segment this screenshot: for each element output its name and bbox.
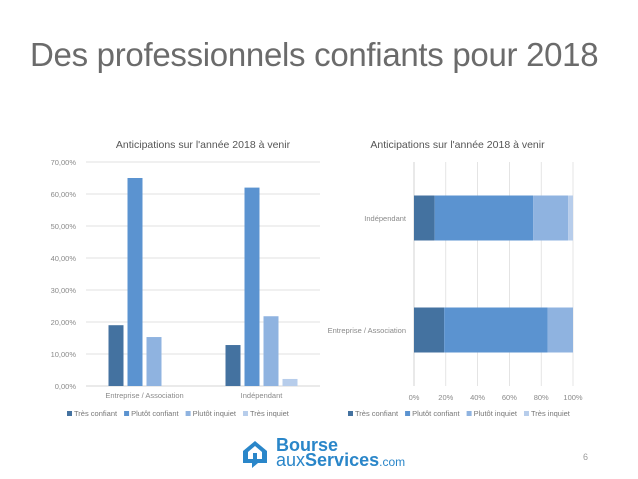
chart1-bar	[108, 325, 124, 386]
chart1-bar	[244, 187, 260, 386]
logo-line1: Bourse	[276, 435, 339, 455]
chart2-legend-swatch	[405, 411, 411, 416]
chart1-legend-label: Plutôt confiant	[131, 409, 179, 418]
logo-bold: Services	[305, 450, 380, 470]
chart2-y-tick: Indépendant	[364, 214, 407, 223]
chart2-legend-label: Plutôt inquiet	[474, 409, 518, 418]
bourse-aux-services-logo: Bourse auxServices.com	[240, 436, 405, 472]
chart1-x-tick: Indépendant	[241, 391, 284, 400]
chart2-legend-label: Très confiant	[355, 409, 399, 418]
chart2-x-tick: 100%	[563, 393, 583, 402]
chart2-x-tick: 0%	[409, 393, 420, 402]
chart1-legend-swatch	[124, 411, 130, 416]
chart2-y-tick: Entreprise / Association	[328, 326, 406, 335]
chart2-bar-segment	[444, 307, 548, 353]
chart1-legend-label: Très inquiet	[250, 409, 290, 418]
chart2-bar-segment	[434, 195, 534, 241]
house-chat-icon	[243, 441, 267, 468]
chart2-legend-label: Plutôt confiant	[412, 409, 460, 418]
logo-suffix: .com	[379, 455, 406, 469]
chart2-legend-swatch	[348, 411, 353, 416]
chart1-y-tick: 0,00%	[55, 382, 77, 391]
chart1-y-tick: 20,00%	[51, 318, 77, 327]
chart2-legend-swatch	[466, 411, 472, 416]
chart1-y-tick: 50,00%	[51, 222, 77, 231]
chart1-bar	[263, 316, 279, 386]
chart1-y-tick: 70,00%	[51, 158, 77, 167]
chart1-legend-swatch	[67, 411, 72, 416]
slide-title: Des professionnels confiants pour 2018	[30, 36, 599, 73]
chart1-y-tick: 40,00%	[51, 254, 77, 263]
logo-prefix: aux	[276, 450, 306, 470]
chart1-title: Anticipations sur l'année 2018 à venir	[116, 139, 291, 151]
chart1-legend-label: Très confiant	[74, 409, 118, 418]
chart2-x-tick: 20%	[438, 393, 453, 402]
chart1-bar	[225, 345, 241, 386]
chart1-legend-swatch	[185, 411, 191, 416]
chart1-bar	[282, 378, 298, 386]
chart1-bar	[127, 178, 143, 386]
chart1-bar	[146, 337, 162, 386]
chart1-y-tick: 30,00%	[51, 286, 77, 295]
chart2-bar-segment	[414, 195, 435, 241]
chart1-y-tick: 60,00%	[51, 190, 77, 199]
chart2-bar-segment	[533, 195, 569, 241]
chart2-legend-swatch	[523, 411, 529, 416]
chart2-legend-label: Très inquiet	[531, 409, 571, 418]
chart2-title: Anticipations sur l'année 2018 à venir	[370, 139, 545, 151]
chart2-bar-segment	[547, 307, 573, 353]
chart1-x-tick: Entreprise / Association	[105, 391, 183, 400]
chart1-legend-swatch	[242, 411, 248, 416]
chart1-legend-label: Plutôt inquiet	[193, 409, 237, 418]
chart2-x-tick: 40%	[470, 393, 485, 402]
chart2-bar-segment	[568, 195, 573, 241]
chart2-x-tick: 60%	[502, 393, 517, 402]
chart2-x-tick: 80%	[534, 393, 549, 402]
logo-line2: auxServices.com	[276, 450, 406, 470]
chart1-y-tick: 10,00%	[51, 350, 77, 359]
page-number: 6	[583, 452, 589, 462]
chart2-bar-segment	[414, 307, 445, 353]
